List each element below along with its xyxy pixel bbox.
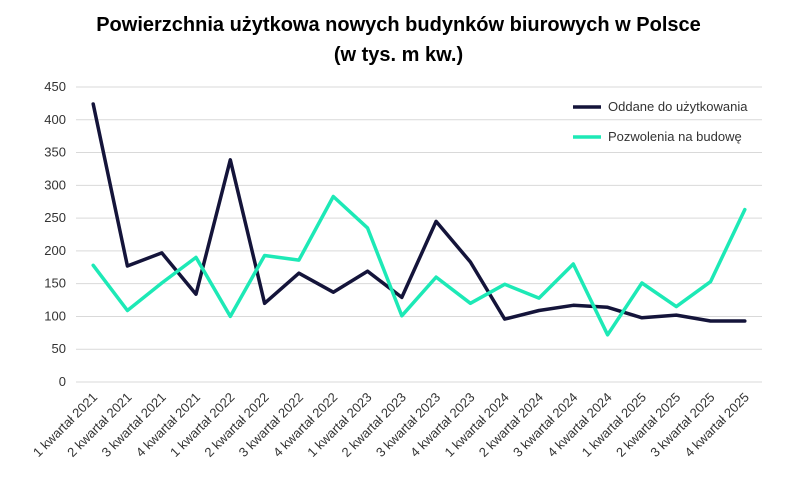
y-tick-label: 150 — [44, 276, 66, 291]
y-tick-label: 100 — [44, 308, 66, 323]
chart-title: Powierzchnia użytkowa nowych budynków bi… — [96, 14, 701, 36]
y-tick-label: 450 — [44, 79, 66, 94]
y-tick-label: 200 — [44, 243, 66, 258]
series-line-2 — [91, 194, 747, 337]
legend-entry: Pozwolenia na budowę — [608, 129, 742, 144]
chart-subtitle: (w tys. m kw.) — [333, 44, 464, 66]
y-tick-label: 250 — [44, 210, 66, 225]
y-tick-label: 0 — [59, 374, 66, 389]
series-line-1 — [91, 102, 747, 323]
y-tick-label: 300 — [44, 177, 66, 192]
y-tick-label: 50 — [52, 341, 66, 356]
y-tick-label: 400 — [44, 112, 66, 127]
y-tick-label: 350 — [44, 145, 66, 160]
legend-entry: Oddane do użytkowania — [608, 99, 748, 114]
